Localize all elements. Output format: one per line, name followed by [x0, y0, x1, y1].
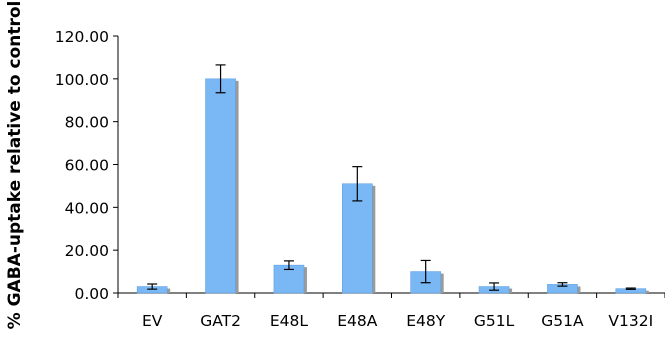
- axes-layer: [113, 35, 665, 298]
- y-tick-label: 20.00: [65, 242, 109, 260]
- x-tick-label: V132I: [608, 312, 653, 330]
- bar-gat2: [205, 78, 236, 294]
- x-tick-label: GAT2: [200, 312, 241, 330]
- x-tick-label: E48Y: [406, 312, 446, 330]
- x-tick-label: G51A: [541, 312, 584, 330]
- bars-layer: [136, 78, 649, 294]
- labels-layer: 0.00 20.00 40.00 60.00 80.00 100.00 120.00 EV GA…: [55, 28, 653, 330]
- x-tick-label: EV: [142, 312, 163, 330]
- x-tick-label: G51L: [474, 312, 515, 330]
- y-tick-label: 60.00: [65, 157, 109, 175]
- bar-e48a: [342, 183, 373, 294]
- y-tick-label: 0.00: [74, 285, 109, 303]
- y-tick-label: 40.00: [65, 199, 109, 217]
- x-tick-label: E48L: [270, 312, 309, 330]
- y-axis-label: % GABA-uptake relative to control: [5, 1, 25, 330]
- y-tick-label: 80.00: [65, 114, 109, 132]
- error-bars-layer: [147, 64, 636, 291]
- x-tick-label: E48A: [337, 312, 378, 330]
- y-tick-label: 100.00: [55, 71, 109, 89]
- y-tick-label: 120.00: [55, 28, 109, 46]
